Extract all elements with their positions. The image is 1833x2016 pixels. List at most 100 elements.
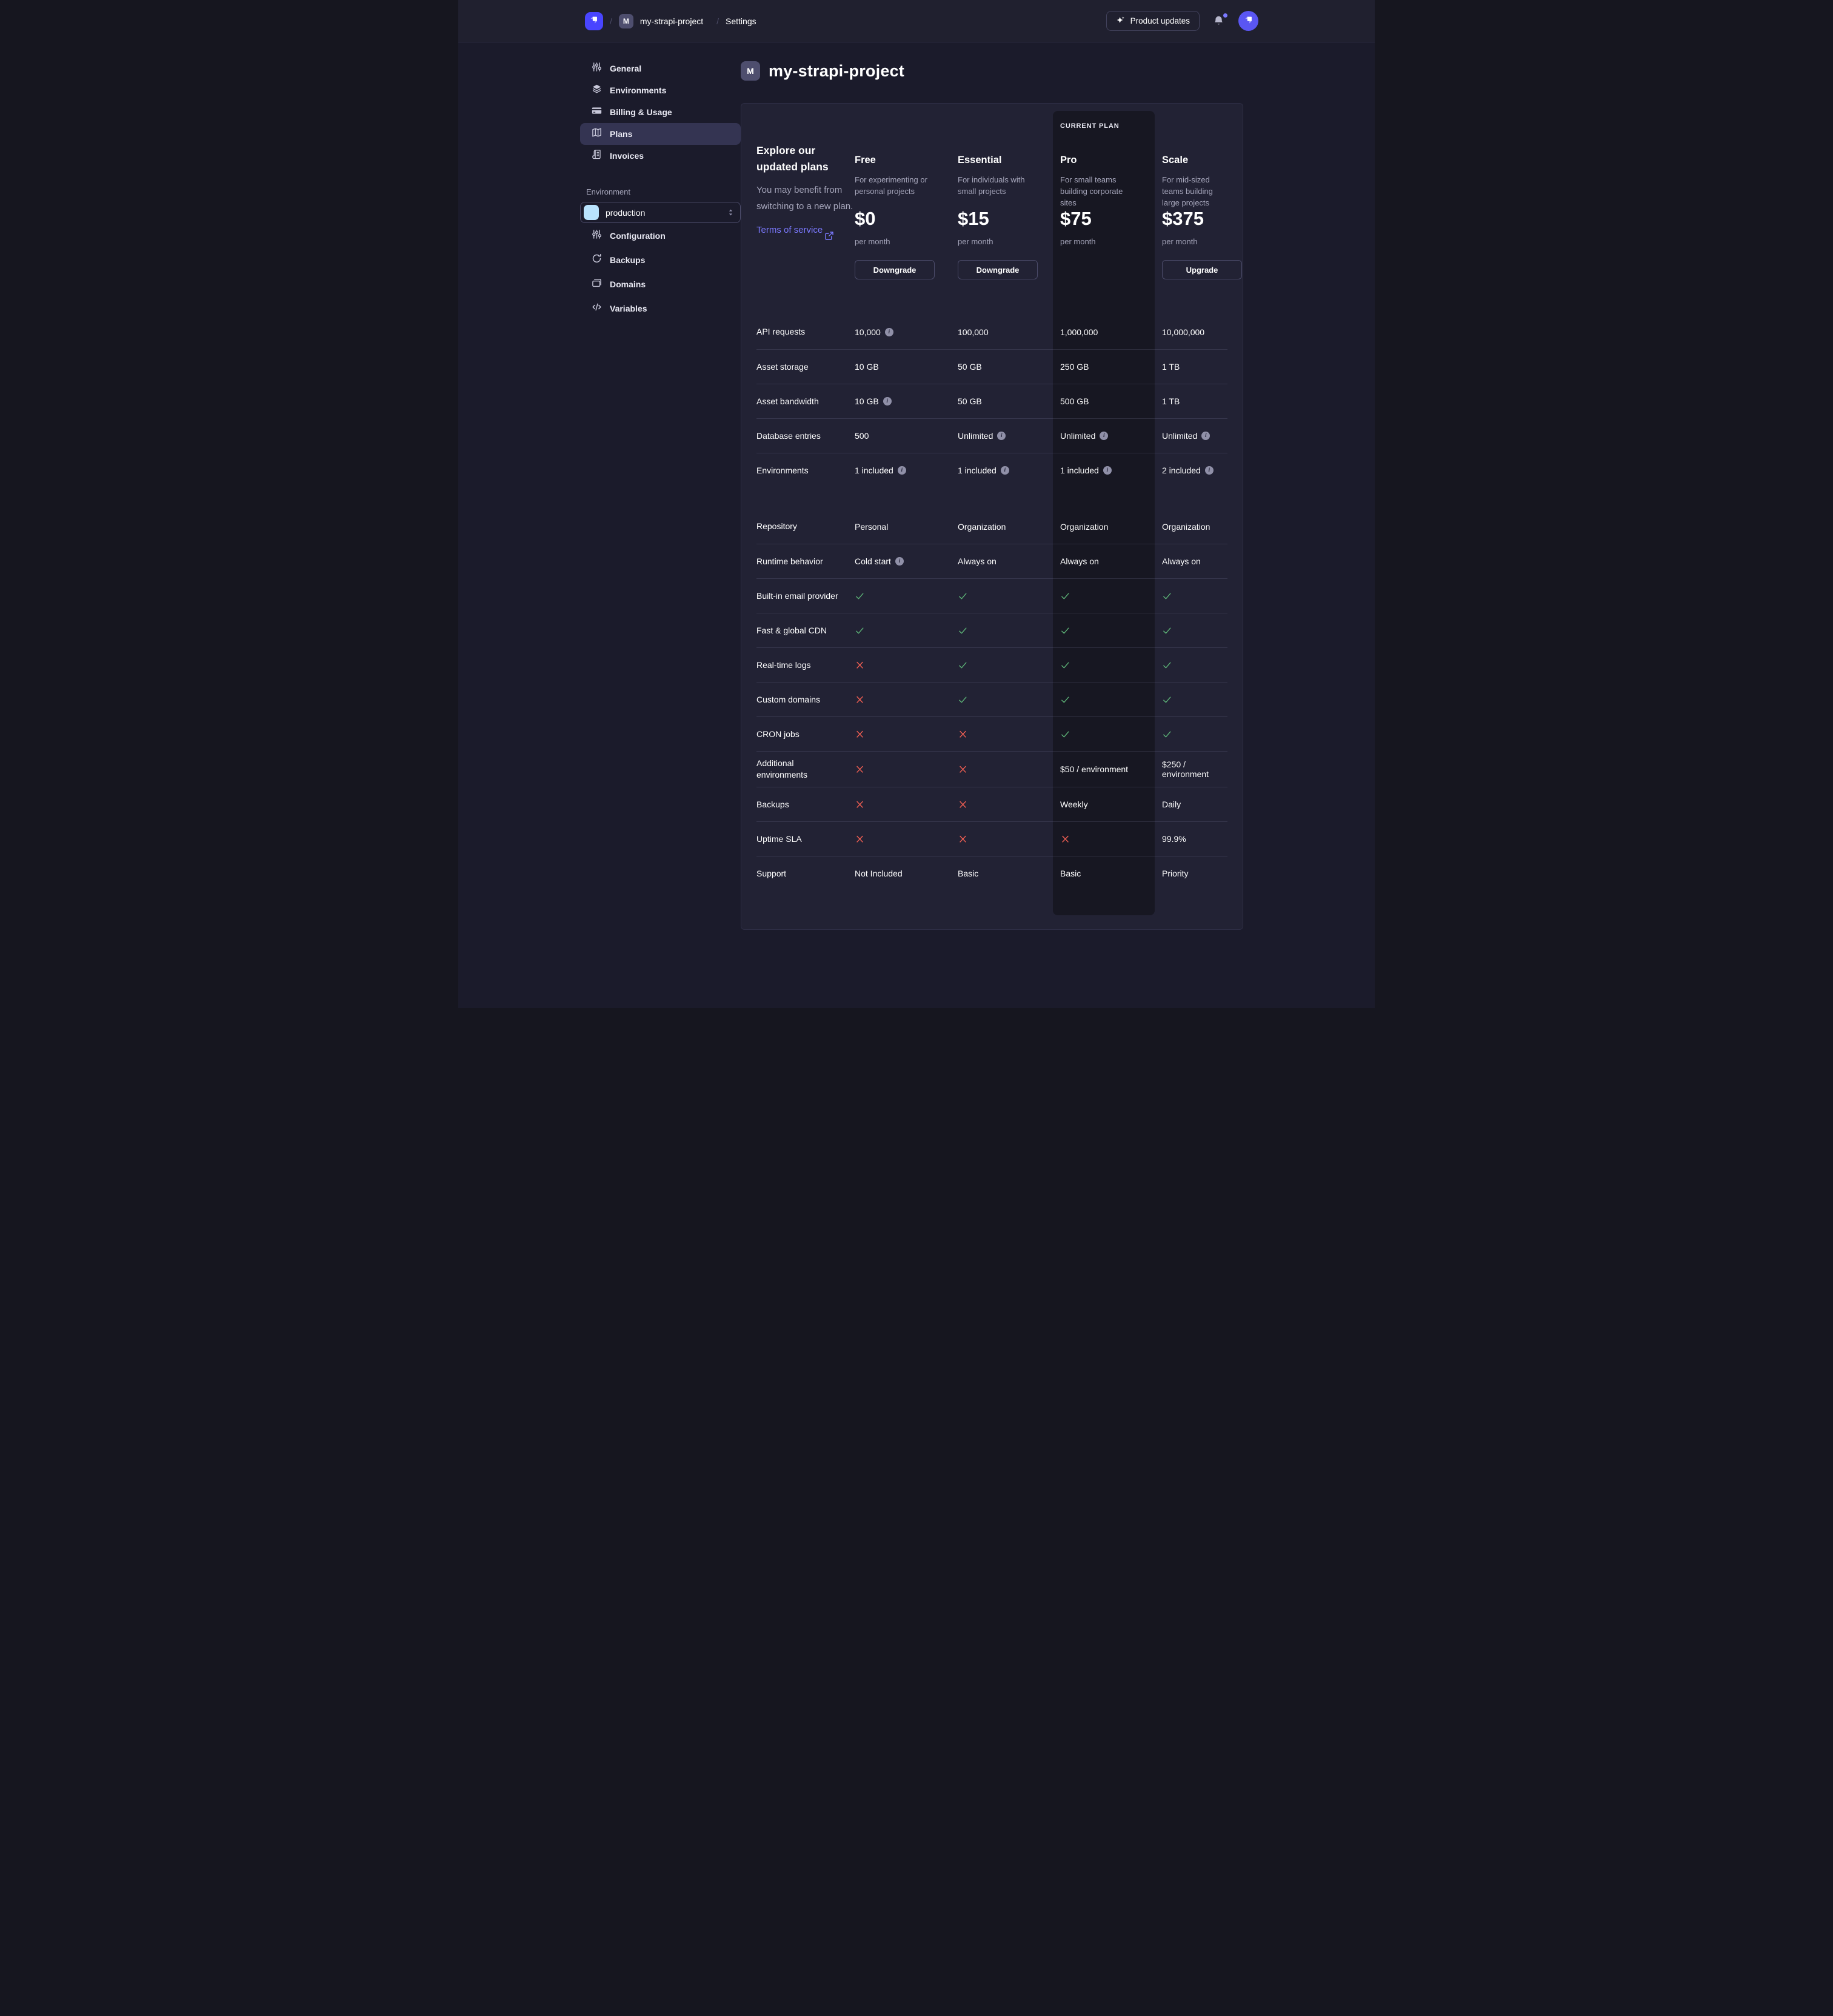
plans-intro-subtitle: You may benefit from switching to a new …	[756, 185, 853, 212]
table-row: Database entries 500 Unlimited i Unlimited i U…	[756, 418, 1227, 453]
info-icon[interactable]: i	[997, 432, 1006, 440]
info-icon[interactable]: i	[1204, 466, 1214, 475]
cross-icon	[855, 660, 865, 670]
plan-name: Scale	[1162, 155, 1189, 165]
breadcrumb-project[interactable]: my-strapi-project	[639, 16, 704, 26]
plan-description: For individuals with small projects	[958, 175, 1025, 196]
info-icon[interactable]: i	[1103, 466, 1112, 475]
feature-value: 10 GB i	[847, 396, 950, 406]
plan-price: $0	[855, 208, 876, 229]
check-icon	[1162, 626, 1172, 636]
plan-period: per month	[1162, 237, 1198, 246]
sidebar-nav: General Environments Billing & Usage Plans I…	[580, 58, 741, 167]
strapi-logo[interactable]	[585, 12, 603, 30]
avatar[interactable]	[1238, 11, 1258, 31]
check-icon	[855, 591, 865, 601]
feature-value	[1053, 626, 1155, 636]
feature-value: Weekly	[1060, 799, 1088, 809]
feature-value	[1053, 834, 1155, 844]
upgrade-button[interactable]: Upgrade	[1162, 260, 1242, 279]
info-icon[interactable]: i	[884, 327, 893, 336]
feature-label: Backups	[756, 799, 789, 809]
feature-value: Organization	[1060, 521, 1109, 532]
feature-value: Not Included	[855, 869, 903, 878]
check-icon	[1060, 729, 1070, 739]
current-plan-column-highlight	[1053, 111, 1155, 915]
feature-label: Real-time logs	[756, 659, 811, 670]
breadcrumb-separator: /	[716, 16, 720, 26]
feature-value	[847, 591, 950, 601]
breadcrumb-separator: /	[610, 16, 612, 26]
plan-description: For mid-sized teams building large proje…	[1162, 175, 1213, 207]
notifications-button[interactable]	[1213, 13, 1227, 27]
feature-label: API requests	[756, 327, 806, 336]
feature-value: 100,000	[958, 327, 989, 337]
sidebar-item-configuration[interactable]: Configuration	[580, 224, 741, 248]
feature-value: 10 GB	[855, 362, 879, 372]
plan-column-free: Free For experimenting or personal projec…	[847, 118, 950, 315]
feature-value: Always on	[958, 556, 997, 566]
info-icon[interactable]: i	[897, 466, 906, 475]
sidebar-item-billing-usage[interactable]: Billing & Usage	[580, 101, 741, 123]
plan-name: Free	[855, 155, 876, 165]
table-row: Runtime behavior Cold start i Always on Alwa…	[756, 544, 1227, 578]
feature-label: Database entries	[756, 430, 821, 441]
feature-value: Unlimited i	[1053, 431, 1155, 441]
table-row: Backups Weekly Daily	[756, 787, 1227, 821]
feature-value: Basic	[958, 869, 979, 878]
downgrade-button[interactable]: Downgrade	[958, 260, 1038, 279]
check-icon	[1060, 626, 1070, 636]
page-title: M my-strapi-project	[741, 61, 1375, 81]
table-row: CRON jobs	[756, 716, 1227, 751]
environment-label: Environment	[586, 187, 630, 196]
product-updates-button[interactable]: Product updates	[1106, 11, 1200, 31]
table-section-gap	[756, 487, 1227, 509]
check-icon	[1162, 695, 1172, 705]
check-icon	[1162, 729, 1172, 739]
cross-icon	[855, 799, 865, 810]
table-row: Real-time logs	[756, 647, 1227, 682]
info-icon[interactable]: i	[1201, 432, 1210, 440]
info-icon[interactable]: i	[1000, 466, 1009, 475]
info-icon[interactable]: i	[883, 397, 892, 406]
feature-value: 250 GB	[1060, 362, 1089, 372]
downgrade-button[interactable]: Downgrade	[855, 260, 935, 279]
sidebar-item-variables[interactable]: Variables	[580, 296, 741, 321]
feature-value: 50 GB	[958, 362, 982, 372]
plan-price: $375	[1162, 208, 1204, 229]
feature-value: 1 included i	[1053, 466, 1155, 475]
check-icon	[1162, 660, 1172, 670]
table-row: Asset bandwidth 10 GB i 50 GB 500 GB 1 TB	[756, 384, 1227, 418]
feature-value	[1155, 695, 1229, 705]
sidebar-item-label: Domains	[610, 279, 646, 289]
feature-value: Personal	[855, 521, 889, 532]
sidebar-item-backups[interactable]: Backups	[580, 248, 741, 272]
sidebar-item-environments[interactable]: Environments	[580, 79, 741, 101]
sidebar-item-invoices[interactable]: Invoices	[580, 145, 741, 167]
feature-value: 1 included i	[950, 466, 1053, 475]
sidebar-item-plans[interactable]: Plans	[580, 123, 741, 145]
check-icon	[1060, 591, 1070, 601]
cross-icon	[958, 764, 968, 775]
info-icon[interactable]: i	[1100, 432, 1109, 440]
credit-card-icon	[592, 105, 602, 119]
feature-value	[1053, 695, 1155, 705]
sidebar-item-domains[interactable]: Domains	[580, 272, 741, 296]
feature-value: 1 TB	[1162, 396, 1180, 406]
feature-value: Unlimited i	[1155, 431, 1229, 441]
info-icon[interactable]: i	[895, 557, 904, 566]
plan-name: Pro	[1060, 155, 1077, 165]
feature-value: $50 / environment	[1060, 764, 1129, 774]
topbar: / M my-strapi-project / Settings Product…	[458, 0, 1375, 42]
project-title: my-strapi-project	[769, 61, 904, 80]
plan-period: per month	[958, 237, 993, 246]
terms-of-service-link[interactable]: Terms of service	[756, 222, 847, 240]
feature-value: $250 / environment	[1162, 759, 1209, 779]
sparkle-icon	[1116, 16, 1125, 27]
sidebar-item-general[interactable]: General	[580, 58, 741, 79]
check-icon	[1162, 591, 1172, 601]
feature-value	[950, 591, 1053, 601]
map-icon	[592, 127, 602, 141]
check-icon	[1060, 695, 1070, 705]
environment-select[interactable]: production	[580, 202, 741, 223]
